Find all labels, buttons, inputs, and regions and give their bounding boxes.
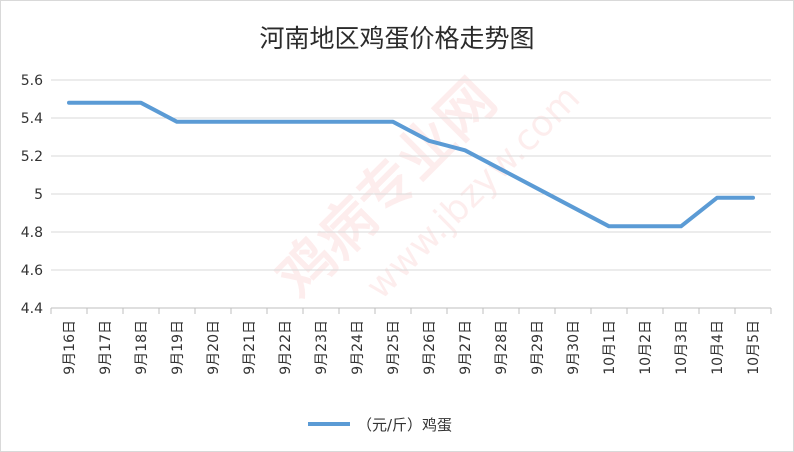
data-point (571, 205, 575, 209)
x-tick-label: 10月2日 (638, 320, 654, 375)
y-tick-label: 4.6 (21, 263, 43, 279)
data-point (67, 101, 71, 105)
data-point (751, 196, 755, 200)
data-point (319, 120, 323, 124)
data-point (139, 101, 143, 105)
x-tick-label: 10月1日 (602, 320, 618, 375)
y-tick-label: 5.6 (21, 73, 43, 89)
data-point (679, 224, 683, 228)
data-point (283, 120, 287, 124)
data-point (607, 224, 611, 228)
x-tick-label: 9月27日 (458, 320, 474, 375)
y-tick-label: 5.2 (21, 149, 43, 165)
data-point (499, 167, 503, 171)
x-tick-label: 9月23日 (314, 320, 330, 375)
y-tick-label: 4.4 (21, 301, 43, 317)
x-tick-label: 9月21日 (242, 320, 258, 375)
x-tick-label: 9月17日 (98, 320, 114, 375)
data-point (643, 224, 647, 228)
y-axis: 4.4 4.6 4.8 5 5.2 5.4 5.6 (21, 73, 43, 317)
x-tick-label: 9月16日 (62, 320, 78, 375)
legend: （元/斤）鸡蛋 (308, 416, 452, 434)
y-tick-label: 5 (34, 187, 43, 203)
data-point (175, 120, 179, 124)
data-point (463, 148, 467, 152)
chart-title: 河南地区鸡蛋价格走势图 (259, 24, 534, 53)
y-tick-label: 5.4 (21, 111, 43, 127)
x-tick-label: 9月20日 (206, 320, 222, 375)
data-point (103, 101, 107, 105)
data-point (535, 186, 539, 190)
x-tick-label: 10月3日 (674, 320, 690, 375)
data-point (211, 120, 215, 124)
x-tick-label: 9月26日 (422, 320, 438, 375)
data-point (391, 120, 395, 124)
x-tick-label: 9月24日 (350, 320, 366, 375)
x-tick-label: 10月5日 (746, 320, 762, 375)
series-layer (67, 100, 755, 229)
x-tick-label: 9月30日 (566, 320, 582, 375)
data-point (715, 196, 719, 200)
x-tick-label: 10月4日 (710, 320, 726, 375)
x-tick-label: 9月18日 (134, 320, 150, 375)
x-tick-label: 9月29日 (530, 320, 546, 375)
x-tick-label: 9月25日 (386, 320, 402, 375)
x-tick-label: 9月19日 (170, 320, 186, 375)
x-tick-label: 9月22日 (278, 320, 294, 375)
legend-label: （元/斤）鸡蛋 (357, 416, 452, 434)
x-axis: 9月16日 9月17日 9月18日 9月19日 9月20日 9月21日 9月22日 9月23日… (50, 308, 772, 375)
data-point (247, 120, 251, 124)
data-point (355, 120, 359, 124)
x-tick-label: 9月28日 (494, 320, 510, 375)
data-point (427, 139, 431, 143)
y-tick-label: 4.8 (21, 225, 43, 241)
series-line (67, 100, 755, 229)
